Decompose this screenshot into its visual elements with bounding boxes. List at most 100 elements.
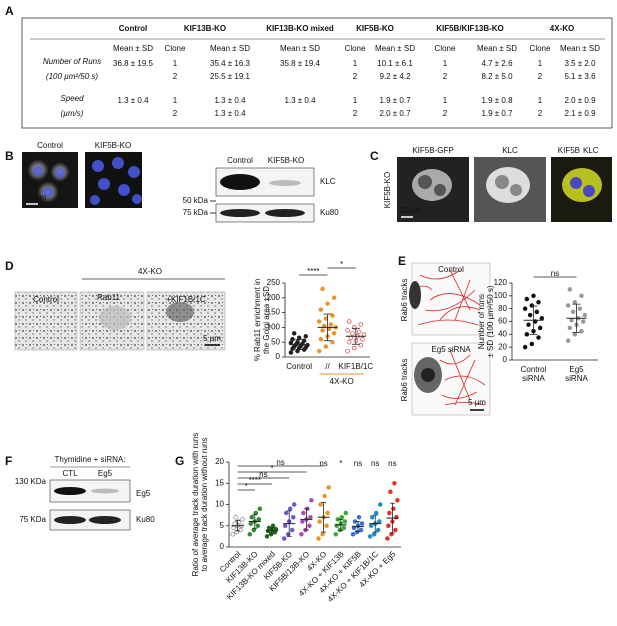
data-point (376, 519, 382, 524)
panel-label: A (5, 4, 14, 18)
data-point (248, 521, 254, 526)
y-axis-label: to average track duration without runs (200, 438, 209, 572)
significance-label: ns (354, 459, 362, 468)
side-label: KIF5B-KO (383, 172, 392, 208)
data-point (331, 295, 337, 301)
data-point (395, 498, 400, 503)
y-tick-label: 250 (267, 278, 281, 287)
y-axis-label: % Rab11 enrichment in (253, 279, 262, 362)
data-point (230, 531, 235, 537)
western-blot (210, 167, 315, 223)
scale-label: 5 µm (468, 398, 486, 407)
column-subheader: Clone (165, 44, 186, 53)
data-point (296, 335, 302, 341)
image-title: Control (37, 141, 63, 150)
data-point (288, 350, 294, 355)
data-point (320, 531, 325, 537)
channel-label: KIF5B-GFP (412, 146, 453, 155)
data-point (570, 309, 576, 315)
data-point (325, 510, 330, 516)
data-point (330, 313, 335, 318)
stain-label: Rab11 (97, 293, 121, 302)
data-point (377, 502, 383, 507)
data-point (572, 332, 578, 337)
x-tick-label: Control (286, 362, 312, 371)
table-cell: 2.0 ± 0.9 (564, 96, 596, 105)
table-cell: 2 (173, 109, 178, 118)
y-tick-label: 10 (215, 500, 224, 509)
data-point (579, 328, 584, 334)
protein-label: Ku80 (136, 515, 155, 524)
data-point (359, 521, 365, 526)
data-point (256, 517, 262, 522)
data-point (577, 306, 583, 311)
data-point (308, 514, 313, 520)
data-point (291, 331, 297, 336)
data-point (579, 293, 584, 299)
column-subheader: Mean ± SD (477, 44, 517, 53)
data-point (320, 328, 325, 333)
data-point (257, 506, 263, 512)
table-cell: 1 (443, 96, 448, 105)
data-point (307, 523, 312, 528)
y-axis-label: Ratio of average track duration with run… (191, 433, 200, 577)
row-label: (µm/s) (61, 109, 84, 118)
stain-label: KLC (25, 153, 41, 162)
data-point (565, 303, 571, 308)
data-point (367, 534, 373, 539)
panel-label: C (370, 149, 379, 163)
data-point (536, 335, 541, 340)
significance-label: ns (388, 459, 396, 468)
data-point (371, 531, 377, 537)
data-point (270, 523, 276, 528)
data-point (346, 319, 352, 324)
table-cell: 2 (443, 109, 448, 118)
protein-label: KLC (320, 177, 336, 186)
marker-label: 130 KDa (15, 477, 47, 486)
data-point (231, 525, 236, 531)
y-tick-label: 120 (494, 278, 508, 287)
table-cell: 1 (173, 96, 178, 105)
significance-label: ns (259, 470, 267, 479)
data-point (331, 331, 337, 336)
data-point (526, 322, 531, 327)
y-tick-label: 0 (220, 542, 225, 551)
data-point (373, 510, 379, 516)
lane-label: Eg5 (98, 469, 113, 478)
y-tick-label: 5 (220, 521, 225, 530)
column-header: KIF13B-KO mixed (266, 24, 334, 33)
panel-label: D (5, 259, 14, 273)
y-axis-label: the Golgi area ±SD (262, 286, 271, 354)
side-label: Rab6 tracks (400, 279, 409, 322)
data-point (299, 531, 304, 537)
micrograph (409, 262, 491, 416)
data-point (309, 498, 314, 503)
data-point (345, 328, 350, 333)
image-title: Control (438, 265, 464, 274)
data-point (387, 510, 392, 516)
y-tick-label: 200 (267, 293, 281, 302)
data-point (524, 332, 530, 337)
image-title: Eg5 siRNA (431, 345, 471, 354)
micrograph (397, 157, 612, 222)
data-point (375, 527, 381, 533)
group-label: 4X-KO (330, 377, 354, 386)
data-point (320, 286, 325, 292)
data-point (385, 536, 390, 541)
table-cell: 10.1 ± 6.1 (377, 59, 413, 68)
table-cell: 35.8 ± 19.4 (280, 59, 321, 68)
column-header: Control (119, 24, 147, 33)
column-subheader: Mean ± SD (280, 44, 320, 53)
data-point (343, 510, 349, 516)
data-point (289, 527, 295, 533)
channel-label: KLC (502, 146, 518, 155)
data-point (305, 342, 310, 348)
y-tick-label: 15 (215, 478, 224, 487)
protein-label: Eg5 (136, 489, 151, 498)
data-point (537, 325, 543, 331)
x-tick-label: // (325, 362, 330, 371)
column-subheader: Clone (530, 44, 551, 53)
data-point (300, 519, 305, 524)
data-point (249, 514, 255, 520)
lane-label: Control (227, 156, 253, 165)
